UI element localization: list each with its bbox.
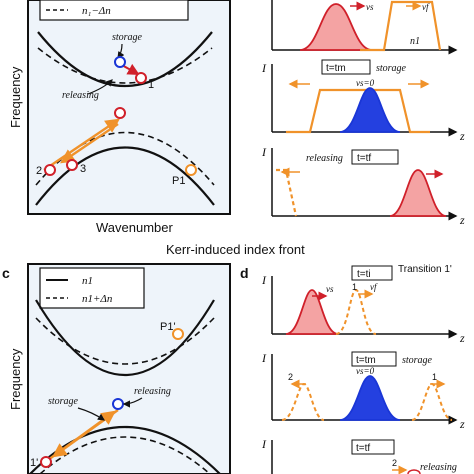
d2-axis-z: z [459, 417, 465, 431]
panel-b: vs vf n1 I z t=tm storage vs=0 I z relea… [261, 0, 465, 227]
b1-vf: vf [422, 2, 430, 12]
panel-d: d Transition 1' I z t=ti vs 1 vf I z t=t… [240, 264, 465, 474]
b2-axis-z: z [459, 129, 465, 143]
legend-n1-plus: n1+Δn [82, 293, 113, 305]
point-storage-blue-c [112, 398, 124, 410]
band-lower-dashed [35, 131, 215, 186]
c-y-axis-label: Frequency [8, 348, 23, 410]
band-upper-solid [37, 31, 213, 88]
label-1p: 1' [30, 457, 38, 469]
d1-vs: vs [326, 284, 334, 294]
d2-vs: vs=0 [356, 366, 375, 376]
b2-axis-I: I [261, 61, 267, 75]
panel-c: c n1 n1+Δn P1' 1' storage releasing Freq… [2, 263, 231, 474]
point-P1-orange [185, 164, 197, 176]
legend-dashed-label: n₁−Δn [82, 5, 111, 17]
b3-axis-z: z [459, 213, 465, 227]
b1-n1: n1 [410, 36, 420, 47]
point-1-red [135, 72, 147, 84]
b3-axis-I: I [261, 145, 267, 159]
d2-mark-left: 2 [288, 372, 293, 382]
point-3-red [66, 159, 78, 171]
releasing-label: releasing [62, 90, 99, 101]
band-upper-dashed [37, 47, 213, 84]
label-1: 1 [148, 79, 154, 91]
b3-caption: releasing [306, 153, 343, 164]
panel-c-label: c [2, 265, 10, 281]
b3-time: t=tf [357, 153, 371, 164]
d1-vf: vf [370, 282, 378, 292]
c-storage: storage [48, 396, 79, 407]
d1-mark: 1 [352, 282, 357, 292]
d3-axis-I: I [261, 437, 267, 451]
b2-time: t=tm [326, 63, 346, 74]
label-3: 3 [80, 163, 86, 175]
d3-caption: releasing [420, 462, 457, 473]
point-P1p-orange [172, 328, 184, 340]
d1-axis-I: I [261, 273, 267, 287]
label-P1: P1 [172, 175, 185, 187]
d2-axis-I: I [261, 351, 267, 365]
d3-time: t=tf [356, 443, 370, 454]
storage-label: storage [112, 32, 143, 43]
d2-mark-right: 1 [432, 372, 437, 382]
d1-axis-z: z [459, 331, 465, 345]
legend-n1: n1 [82, 275, 93, 287]
c-releasing: releasing [134, 386, 171, 397]
transition-label: Transition 1' [398, 264, 452, 275]
point-2-red [44, 164, 56, 176]
d1-time: t=ti [357, 269, 371, 280]
panel-a: n₁−Δn storage releasing 1 2 3 P1 Frequen… [8, 0, 231, 235]
label-P1p: P1' [160, 321, 176, 333]
x-axis-label: Wavenumber [96, 220, 173, 235]
middle-title: Kerr-induced index front [166, 242, 305, 257]
point-upper-red [114, 107, 126, 119]
b2-vs: vs=0 [356, 78, 375, 88]
band-lower-solid [35, 146, 215, 206]
d3-mark: 2 [392, 458, 397, 468]
y-axis-label: Frequency [8, 66, 23, 128]
b2-caption: storage [376, 63, 407, 74]
label-2: 2 [36, 165, 42, 177]
b1-vs: vs [366, 2, 374, 12]
point-1p-red [40, 456, 52, 468]
d2-time: t=tm [356, 355, 376, 366]
point-storage-blue [114, 56, 126, 68]
panel-d-label: d [240, 265, 249, 281]
d2-caption: storage [402, 355, 433, 366]
